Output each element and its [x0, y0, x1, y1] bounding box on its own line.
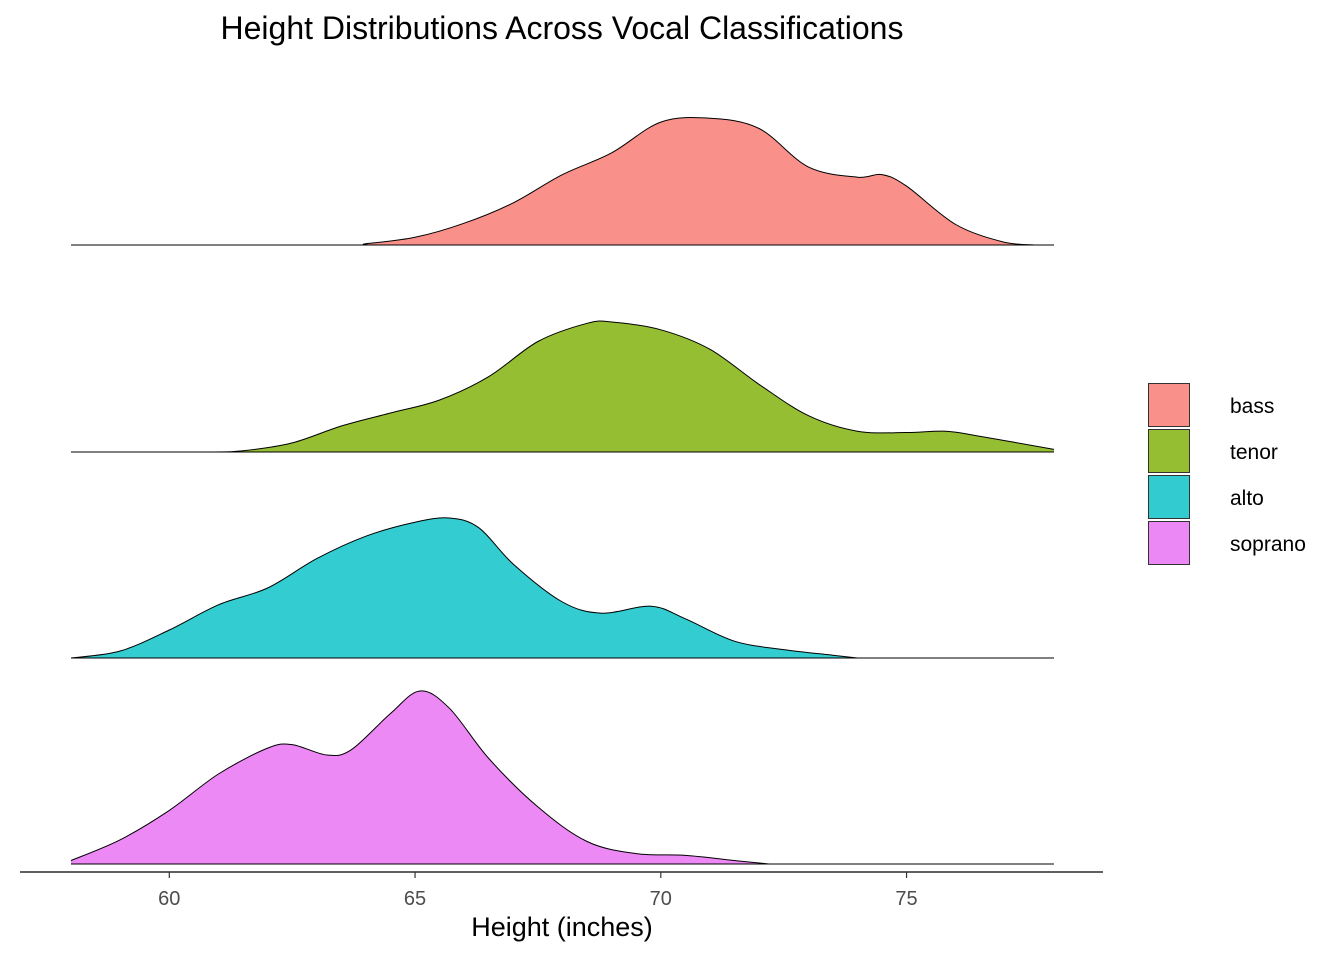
- legend-label-alto: alto: [1230, 487, 1264, 510]
- ridge-layer: [70, 117, 1055, 865]
- x-axis-label: Height (inches): [471, 912, 653, 942]
- ridge-outline-bass: [71, 117, 1035, 246]
- x-tick-label: 70: [650, 888, 672, 910]
- ridge-area-bass: [71, 117, 1035, 245]
- legend-swatch-soprano: [1148, 521, 1190, 565]
- legend-swatch-alto: [1148, 475, 1190, 519]
- legend-label-tenor: tenor: [1230, 441, 1278, 464]
- ridge-outline-tenor: [71, 320, 1055, 453]
- x-tick-label: 60: [158, 888, 180, 910]
- legend-label-soprano: soprano: [1230, 533, 1306, 556]
- ridge-area-tenor: [71, 321, 1054, 452]
- x-tick-label: 75: [895, 888, 917, 910]
- ridge-alto: [70, 517, 1054, 659]
- ridge-area-soprano: [71, 690, 769, 864]
- ridge-soprano: [70, 690, 1054, 865]
- ridge-area-alto: [71, 517, 858, 658]
- legend-swatch-tenor: [1148, 429, 1190, 473]
- legend-label-bass: bass: [1230, 395, 1275, 418]
- ridge-outline-soprano: [70, 690, 769, 865]
- ridge-outline-alto: [70, 517, 858, 659]
- chart-title: Height Distributions Across Vocal Classi…: [220, 10, 904, 46]
- legend-swatch-bass: [1148, 383, 1190, 427]
- x-axis-ticks: 60 65 70 75: [158, 872, 918, 910]
- ridge-bass: [71, 117, 1054, 246]
- ridge-tenor: [71, 320, 1055, 453]
- x-tick-label: 65: [404, 888, 426, 910]
